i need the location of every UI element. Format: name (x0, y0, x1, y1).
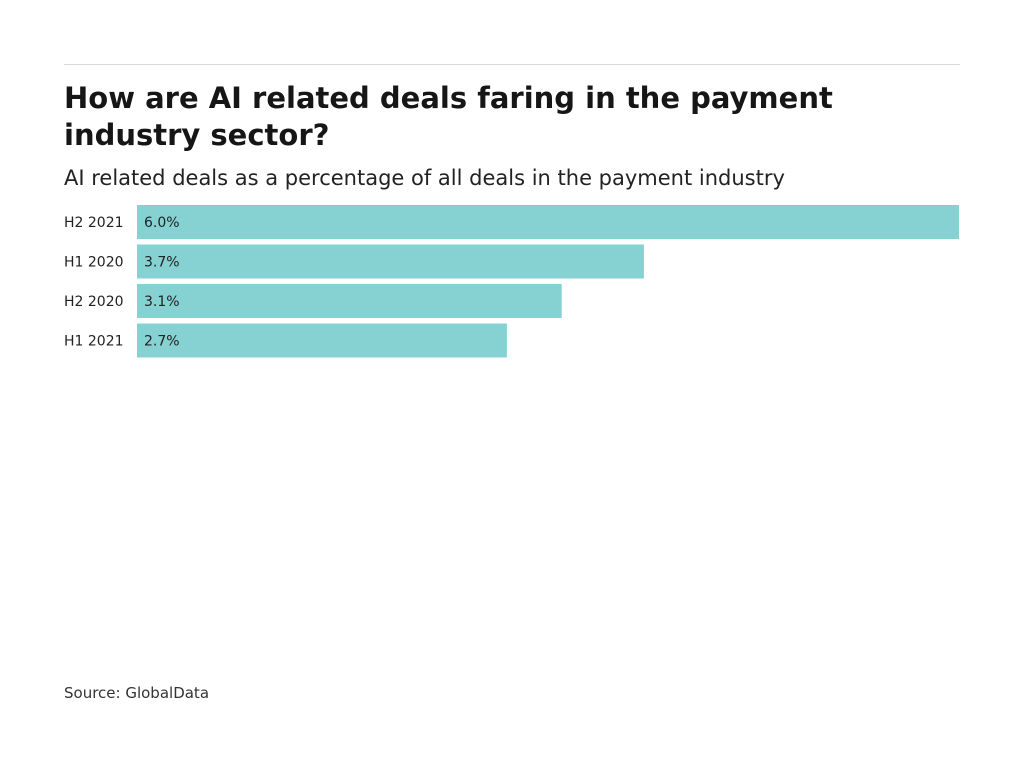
value-label: 2.7% (144, 334, 180, 350)
category-label: H1 2020 (64, 255, 124, 271)
bar-row: H1 2020 3.7% (64, 244, 644, 279)
bar (137, 284, 562, 318)
bar (137, 205, 959, 239)
chart-title: How are AI related deals faring in the p… (64, 81, 833, 152)
bar-row: H2 2020 3.1% (64, 284, 562, 318)
bar-row: H2 2021 6.0% (64, 205, 959, 239)
value-label: 6.0% (144, 215, 180, 231)
chart-subtitle: AI related deals as a percentage of all … (64, 166, 785, 190)
source-note: Source: GlobalData (64, 684, 210, 702)
value-label: 3.1% (144, 294, 180, 310)
bar-row: H1 2021 2.7% (64, 323, 507, 358)
top-divider (64, 64, 960, 65)
category-label: H2 2021 (64, 215, 124, 231)
category-label: H1 2021 (64, 334, 124, 350)
category-label: H2 2020 (64, 294, 124, 310)
value-label: 3.7% (144, 255, 180, 271)
bar (137, 323, 507, 358)
bar (137, 244, 644, 279)
